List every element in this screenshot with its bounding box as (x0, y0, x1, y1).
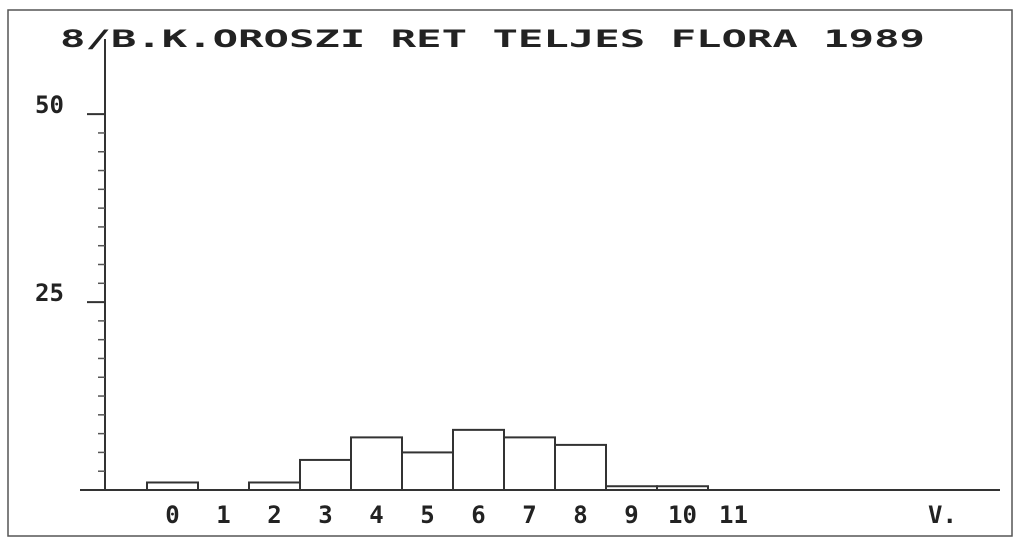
x-tick-label: 3 (318, 501, 332, 529)
bar (401, 451, 454, 491)
bar (503, 436, 556, 491)
x-tick-label: 5 (420, 501, 434, 529)
chart-title: 8/B.K.OROSZI RET TELJES FLORA 1989 (60, 25, 925, 53)
x-tick-label: 10 (668, 501, 697, 529)
x-axis-label: V. (928, 501, 957, 529)
x-tick-label: 8 (573, 501, 587, 529)
y-tick-label: 50 (35, 91, 64, 119)
bar (350, 436, 403, 491)
x-tick-label: 1 (216, 501, 230, 529)
x-tick-label: 7 (522, 501, 536, 529)
bar (554, 443, 607, 491)
bar (146, 481, 199, 492)
frame (7, 9, 1013, 537)
x-tick-label: 11 (719, 501, 748, 529)
x-tick-label: 2 (267, 501, 281, 529)
bar (452, 428, 505, 492)
y-tick-label: 25 (35, 279, 64, 307)
x-tick-label: 9 (624, 501, 638, 529)
x-tick-label: 0 (165, 501, 179, 529)
bar (248, 481, 301, 492)
bar (299, 458, 352, 491)
x-tick-label: 4 (369, 501, 383, 529)
bar (605, 485, 658, 492)
bar (656, 485, 709, 492)
x-tick-label: 6 (471, 501, 485, 529)
